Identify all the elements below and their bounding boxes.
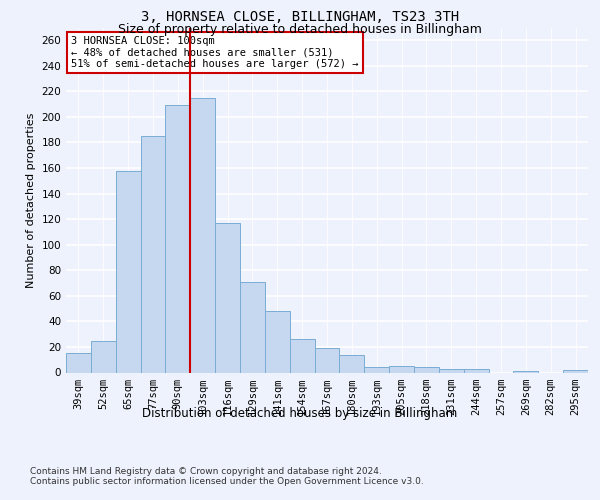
Bar xyxy=(91,340,116,372)
Text: Size of property relative to detached houses in Billingham: Size of property relative to detached ho… xyxy=(118,22,482,36)
Bar xyxy=(514,371,538,372)
Bar xyxy=(414,368,439,372)
Bar xyxy=(340,354,364,372)
Bar xyxy=(215,223,240,372)
Bar xyxy=(389,366,414,372)
Text: 3 HORNSEA CLOSE: 100sqm
← 48% of detached houses are smaller (531)
51% of semi-d: 3 HORNSEA CLOSE: 100sqm ← 48% of detache… xyxy=(71,36,359,70)
Bar xyxy=(314,348,340,372)
Bar xyxy=(265,311,290,372)
Bar xyxy=(190,98,215,372)
Text: Contains HM Land Registry data © Crown copyright and database right 2024.: Contains HM Land Registry data © Crown c… xyxy=(30,468,382,476)
Bar xyxy=(240,282,265,372)
Bar xyxy=(290,340,314,372)
Bar xyxy=(364,368,389,372)
Bar xyxy=(140,136,166,372)
Text: Distribution of detached houses by size in Billingham: Distribution of detached houses by size … xyxy=(142,408,458,420)
Bar xyxy=(66,354,91,372)
Bar xyxy=(439,368,464,372)
Bar xyxy=(563,370,588,372)
Bar xyxy=(166,106,190,372)
Text: Contains public sector information licensed under the Open Government Licence v3: Contains public sector information licen… xyxy=(30,478,424,486)
Bar xyxy=(116,170,140,372)
Bar xyxy=(464,368,488,372)
Text: 3, HORNSEA CLOSE, BILLINGHAM, TS23 3TH: 3, HORNSEA CLOSE, BILLINGHAM, TS23 3TH xyxy=(141,10,459,24)
Y-axis label: Number of detached properties: Number of detached properties xyxy=(26,112,36,288)
